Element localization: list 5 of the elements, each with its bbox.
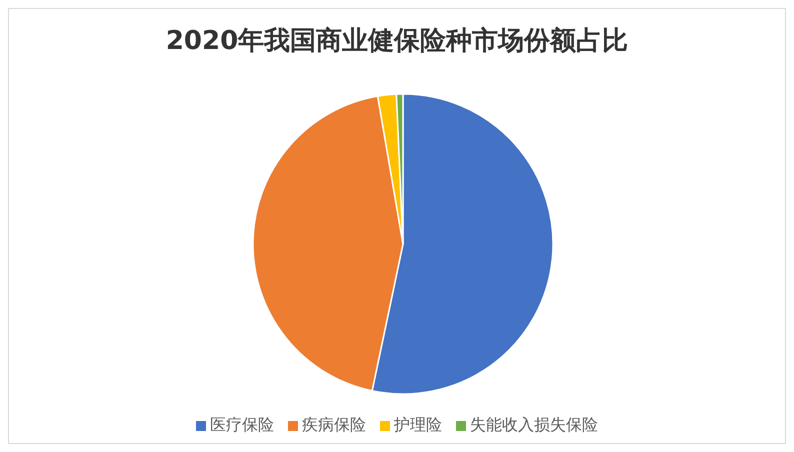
chart-title: 2020年我国商业健保险种市场份额占比 xyxy=(164,25,630,58)
legend-label: 护理险 xyxy=(394,415,442,436)
legend-label: 医疗保险 xyxy=(210,415,274,436)
legend-label: 疾病保险 xyxy=(302,415,366,436)
legend-label: 失能收入损失保险 xyxy=(470,415,598,436)
